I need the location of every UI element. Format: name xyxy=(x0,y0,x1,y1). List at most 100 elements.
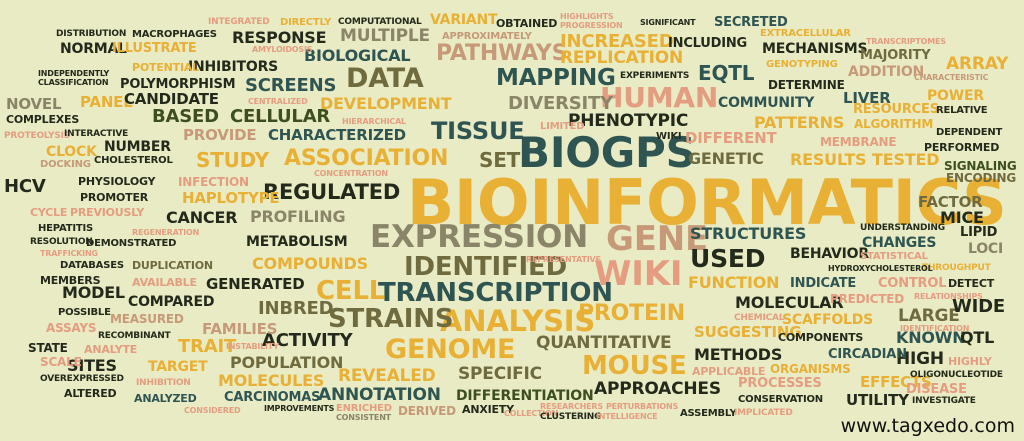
word-encoding: ENCODING xyxy=(946,171,1016,185)
word-approaches: APPROACHES xyxy=(594,379,721,399)
word-researchers: RESEARCHERS xyxy=(540,402,603,411)
word-concentration: CONCENTRATION xyxy=(314,169,388,178)
word-eqtl: EQTL xyxy=(698,61,755,85)
word-differentiation: DIFFERENTIATION xyxy=(456,388,594,404)
word-mice: MICE xyxy=(940,208,984,227)
word-loci: LOCI xyxy=(968,241,1004,257)
word-novel: NOVEL xyxy=(6,95,62,113)
word-normal: NORMAL xyxy=(60,41,127,57)
word-hierarchical: HIERARCHICAL xyxy=(342,117,406,126)
word-behavior: BEHAVIOR xyxy=(790,246,869,262)
word-multiple: MULTIPLE xyxy=(340,26,430,46)
word-dependent: DEPENDENT xyxy=(936,127,1003,138)
word-transcriptomes: TRANSCRIPTOMES xyxy=(866,37,946,46)
word-analysis: ANALYSIS xyxy=(440,304,596,338)
word-compared: COMPARED xyxy=(128,294,215,310)
word-genetic: GENETIC xyxy=(688,149,764,168)
word-applicable: APPLICABLE xyxy=(692,365,766,378)
word-experiments: EXPERIMENTS xyxy=(620,71,690,81)
word-measured: MEASURED xyxy=(110,312,184,326)
word-biogps: BIOGPS xyxy=(518,128,696,177)
word-cellular: CELLULAR xyxy=(230,106,331,127)
word-genotyping: GENOTYPING xyxy=(766,59,838,70)
word-different: DIFFERENT xyxy=(685,129,777,147)
word-altered: ALTERED xyxy=(64,387,117,400)
word-performed: PERFORMED xyxy=(924,141,1000,154)
word-intelligence: INTELLIGENCE xyxy=(596,412,658,421)
word-detect: DETECT xyxy=(948,277,995,290)
word-provide: PROVIDE xyxy=(183,126,257,144)
word-candidate: CANDIDATE xyxy=(124,90,219,108)
word-disease: DISEASE xyxy=(906,382,967,397)
word-high: HIGH xyxy=(896,349,944,369)
word-majority: MAJORITY xyxy=(860,48,931,63)
word-pathways: PATHWAYS xyxy=(436,41,568,66)
word-amyloidosis: AMYLOIDOSIS xyxy=(252,45,313,54)
word-previously: PREVIOUSLY xyxy=(70,206,145,219)
word-state: STATE xyxy=(28,341,68,355)
word-changes: CHANGES xyxy=(862,235,937,251)
word-statistical: STATISTICAL xyxy=(860,251,928,262)
word-limited: LIMITED xyxy=(540,121,585,132)
word-members: MEMBERS xyxy=(40,274,101,287)
word-representative: REPRESENTATIVE xyxy=(526,255,601,264)
word-suggesting: SUGGESTING xyxy=(694,323,802,341)
word-anxiety: ANXIETY xyxy=(462,403,514,416)
word-cholesterol: CHOLESTEROL xyxy=(94,155,173,166)
word-potential: POTENTIAL xyxy=(132,61,199,74)
word-including: INCLUDING xyxy=(668,36,748,51)
word-expression: EXPRESSION xyxy=(370,219,588,255)
word-study: STUDY xyxy=(196,148,269,172)
word-hydroxycholesterol: HYDROXYCHOLESTEROL xyxy=(828,264,933,273)
word-assembly: ASSEMBLY xyxy=(680,408,737,419)
word-cycle: CYCLE xyxy=(30,206,68,219)
word-relationships: RELATIONSHIPS xyxy=(914,292,983,301)
word-large: LARGE xyxy=(898,306,960,326)
word-haplotype: HAPLOTYPE xyxy=(182,189,280,207)
word-genome: GENOME xyxy=(385,334,516,365)
word-human: HUMAN xyxy=(600,81,719,114)
word-improvements: IMPROVEMENTS xyxy=(264,404,335,413)
word-resolution: RESOLUTION xyxy=(30,237,93,247)
word-centralized: CENTRALIZED xyxy=(248,97,308,106)
word-progression: PROGRESSION xyxy=(560,21,623,30)
word-hepatitis: HEPATITIS xyxy=(38,223,94,234)
word-wiki: WIKI xyxy=(594,254,683,294)
word-distribution: DISTRIBUTION xyxy=(56,29,127,39)
word-perturbations: PERTURBATIONS xyxy=(606,402,679,411)
word-scaffolds: SCAFFOLDS xyxy=(782,312,874,328)
word-implicated: IMPLICATED xyxy=(734,408,793,418)
word-utility: UTILITY xyxy=(846,391,909,409)
word-transcription: TRANSCRIPTION xyxy=(378,278,613,308)
word-strains: STRAINS xyxy=(328,304,454,334)
word-oligonucleotide: OLIGONUCLEOTIDE xyxy=(910,370,1003,380)
word-qtl: QTL xyxy=(960,328,995,347)
word-association: ASSOCIATION xyxy=(284,146,449,171)
word-organisms: ORGANISMS xyxy=(770,362,851,376)
word-scale: SCALE xyxy=(40,355,82,369)
word-methods: METHODS xyxy=(694,345,783,364)
word-secreted: SECRETED xyxy=(714,15,788,30)
word-inbred: INBRED xyxy=(258,298,334,319)
word-characteristic: CHARACTERISTIC xyxy=(914,73,989,82)
word-patterns: PATTERNS xyxy=(754,113,845,132)
word-membrane: MEMBRANE xyxy=(820,135,897,149)
word-derived: DERIVED xyxy=(398,404,456,418)
word-approximately: APPROXIMATELY xyxy=(442,31,532,42)
word-determine: DETERMINE xyxy=(768,78,845,92)
word-conservation: CONSERVATION xyxy=(738,394,823,405)
word-results-tested: RESULTS xyxy=(790,150,867,169)
word-proteolysis: PROTEOLYSIS xyxy=(4,131,71,141)
word-tested: TESTED xyxy=(872,150,940,169)
word-collection: COLLECTION xyxy=(504,409,559,418)
word-identified: IDENTIFIED xyxy=(404,252,567,282)
word-wiki-small: WIKI xyxy=(656,131,682,142)
word-model: MODEL xyxy=(62,283,125,302)
word-physiology: PHYSIOLOGY xyxy=(78,175,156,188)
word-interactive: INTERACTIVE xyxy=(64,129,129,139)
word-data-mapping: SITES xyxy=(67,356,117,375)
word-investigate: INVESTIGATE xyxy=(912,396,976,406)
word-computational: COMPUTATIONAL xyxy=(338,17,422,27)
word-available: AVAILABLE xyxy=(132,276,197,289)
